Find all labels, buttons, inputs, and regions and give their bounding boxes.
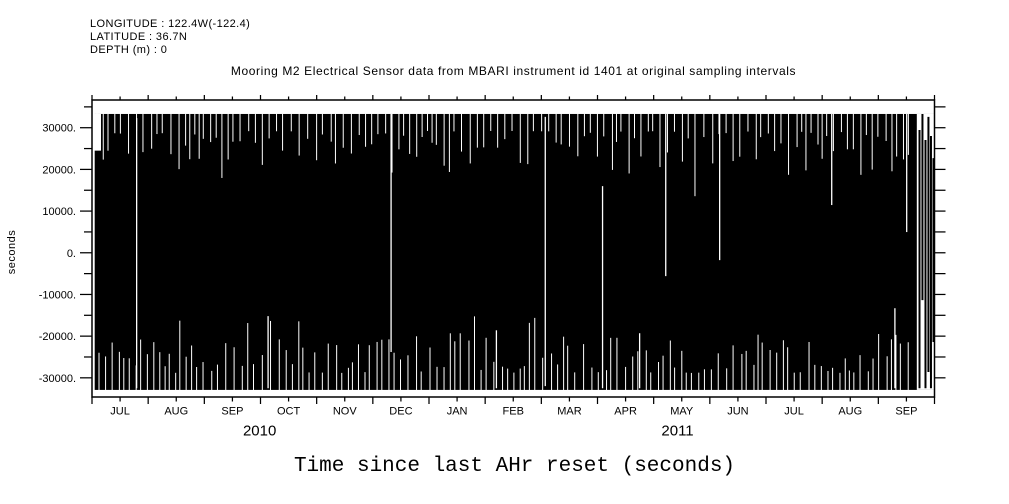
month-labels: JUL AUG SEP OCT NOV DEC JAN FEB MAR APR MAY JUN JUL A… xyxy=(110,406,917,418)
month-label: JUL xyxy=(110,406,130,418)
month-label: AUG xyxy=(164,406,188,418)
depth-label: DEPTH (m) : 0 xyxy=(90,44,168,56)
longitude-label: LONGITUDE : 122.4W(-122.4) xyxy=(90,18,251,30)
x-axis-title: Time since last AHr reset (seconds) xyxy=(293,455,736,478)
x-ticks xyxy=(91,95,936,404)
year-label: 2010 xyxy=(243,423,276,440)
y-tick-label: -10000. xyxy=(39,289,76,301)
month-label: NOV xyxy=(333,406,358,418)
y-tick-label: -30000. xyxy=(39,373,76,385)
month-label: DEC xyxy=(389,406,412,418)
chart-title: Mooring M2 Electrical Sensor data from M… xyxy=(230,64,797,78)
signal-band xyxy=(92,113,935,390)
latitude-label: LATITUDE : 36.7N xyxy=(90,31,188,43)
month-label: AUG xyxy=(838,406,862,418)
station-header: LONGITUDE : 122.4W(-122.4) LATITUDE : 36… xyxy=(90,18,250,57)
month-label: SEP xyxy=(895,406,917,418)
end-cluster xyxy=(916,113,935,390)
month-label: MAY xyxy=(670,406,694,418)
month-label: JUN xyxy=(727,406,748,418)
month-label: FEB xyxy=(503,406,524,418)
y-ticks xyxy=(80,106,946,379)
month-label: OCT xyxy=(277,406,301,418)
year-labels: 2010 2011 xyxy=(243,423,694,440)
top-fringe-gaps xyxy=(96,112,909,197)
y-tick-label: -20000. xyxy=(39,331,76,343)
year-label: 2011 xyxy=(661,423,693,440)
month-label: JUL xyxy=(784,406,804,418)
month-label: JAN xyxy=(447,406,468,418)
data-gaps xyxy=(136,113,908,389)
y-tick-label: 30000. xyxy=(42,123,76,135)
y-tick-labels: 30000. 20000. 10000. 0. -10000. -20000. -30000… xyxy=(39,123,76,385)
y-tick-label: 0. xyxy=(67,248,76,260)
month-label: MAR xyxy=(557,406,582,418)
month-label: APR xyxy=(614,406,637,418)
y-tick-label: 10000. xyxy=(42,206,76,218)
y-tick-label: 20000. xyxy=(42,164,76,176)
month-label: SEP xyxy=(221,406,243,418)
